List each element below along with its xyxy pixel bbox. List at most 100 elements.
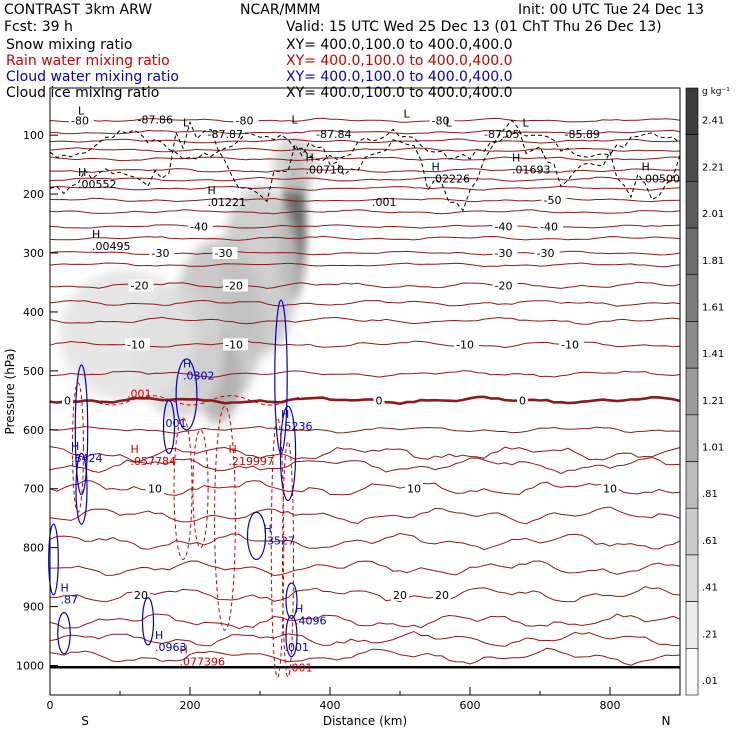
model-title: CONTRAST 3km ARW — [4, 2, 153, 18]
isotherm-line-14 — [49, 446, 681, 462]
field-label-cloud-water: Cloud water mixing ratio — [6, 69, 179, 85]
colorbar-seg-0 — [685, 87, 699, 135]
ice-min-value-4: -85.89 — [565, 128, 600, 141]
x-axis-label: Distance (km) — [323, 714, 407, 728]
isotherm-line-19 — [49, 613, 681, 630]
rain-contour-4 — [282, 441, 294, 678]
isotherm-label-bg-5-0 — [541, 193, 567, 206]
rain-max-value-3: .001 — [288, 661, 313, 674]
init-time: Init: 00 UTC Tue 24 Dec 13 — [518, 2, 704, 18]
isotherm-label-bg-3-1 — [212, 247, 238, 260]
forecast-hour: Fcst: 39 h — [4, 19, 73, 35]
isotherm-main-0 — [49, 395, 681, 406]
snow-max-value-6: .00500 — [642, 172, 681, 185]
colorbar-label-9: .61 — [702, 536, 718, 547]
snow-max-marker-6: H — [642, 160, 650, 173]
rain-freezing-dashed — [91, 395, 303, 406]
isotherm-label-bg-8-2 — [433, 588, 451, 601]
isotherm-label-bg-2-2 — [492, 279, 518, 292]
isotherm-label-1-2: -10 — [456, 338, 474, 351]
isotherm-label-bg-4-0 — [188, 220, 213, 233]
isotherm-label-bg-0-1 — [373, 394, 385, 407]
cloud-max-marker-3: H — [281, 408, 289, 421]
field-xy-snow: XY= 400.0,100.0 to 400.0,400.0 — [286, 37, 513, 53]
isotherm-label-3-1: -30 — [215, 247, 233, 260]
colorbar-seg-7 — [685, 414, 699, 462]
rain-contour-1 — [214, 405, 236, 631]
cloud-max-value-6: .001 — [285, 641, 310, 654]
isotherm-label-7-2: 10 — [603, 483, 617, 496]
south-label: S — [81, 714, 89, 728]
isotherm-contours: 0 0 0 -10 -10 -10 -10 -20 -20 -20 -30 -30 -30 -30 -40 -… — [49, 114, 681, 669]
ice-dashed-contours — [49, 119, 681, 212]
snow-max-value-3: .00710 — [306, 163, 345, 176]
cloud-max-value-5: .4096 — [295, 614, 327, 627]
snow-max-marker-1: H — [92, 228, 100, 241]
isotherm-line-21 — [49, 647, 681, 666]
isotherm-label-bg-6-1 — [233, 114, 259, 127]
field-label-snow: Snow mixing ratio — [6, 37, 133, 53]
isotherm-line-15 — [49, 456, 681, 475]
cloud-max-marker-8: H — [61, 582, 69, 595]
snow-shade-6 — [59, 269, 195, 402]
colorbar-label-7: 1.01 — [702, 443, 724, 454]
cloud-water-contour-0 — [74, 364, 89, 496]
isotherm-line-5 — [49, 176, 681, 182]
colorbar-seg-10 — [685, 554, 699, 602]
colorbar-label-5: 1.41 — [702, 349, 724, 360]
isotherm-label-4-2: -40 — [540, 220, 558, 233]
cloud-water-contour-8 — [285, 614, 298, 658]
isotherm-label-bg-3-2 — [492, 247, 518, 260]
y-tick-label-1: 200 — [23, 188, 44, 201]
y-tick-label-6: 700 — [23, 483, 44, 496]
cloud-max-marker-5: H — [295, 602, 303, 615]
ice-min-value-1: -87.87 — [208, 128, 243, 141]
isotherm-main-5 — [49, 197, 681, 203]
snow-max-value-4: .02226 — [432, 172, 471, 185]
snow-max-marker-3: H — [306, 151, 314, 164]
isotherm-label-bg-6-0 — [69, 114, 94, 127]
isotherm-label-bg-1-2 — [454, 338, 479, 351]
cloud-water-contour-3 — [162, 399, 176, 454]
colorbar-seg-11 — [685, 601, 699, 649]
isotherm-main-8 — [49, 586, 681, 603]
rain-max-marker-1: H — [229, 443, 237, 456]
y-tick-label-9: 1000 — [16, 660, 44, 673]
isotherm-label-bg-7-0 — [146, 482, 164, 495]
cloud-water-contour-9 — [141, 597, 155, 646]
valid-time: Valid: 15 UTC Wed 25 Dec 13 (01 ChT Thu … — [286, 19, 662, 35]
field-xy-rain: XY= 400.0,100.0 to 400.0,400.0 — [286, 53, 513, 69]
isotherm-label-1-0: -10 — [127, 338, 145, 351]
isotherm-label-0-2: 0 — [519, 394, 526, 407]
cloud-water-contour-2 — [175, 358, 198, 431]
isotherm-label-0-1: 0 — [376, 394, 383, 407]
isotherm-main-4 — [49, 224, 681, 229]
isotherm-label-4-1: -40 — [495, 220, 513, 233]
cloud-max-marker-1: H — [183, 358, 191, 371]
isotherm-label-8-0: 20 — [134, 589, 148, 602]
rain-max-value-1: .219997 — [229, 455, 275, 468]
isotherm-line-4 — [49, 168, 681, 173]
isotherm-line-8 — [49, 235, 681, 241]
y-tick-label-0: 100 — [23, 129, 44, 142]
colorbar-label-8: .81 — [702, 489, 718, 500]
y-tick-label-8: 900 — [23, 601, 44, 614]
colorbar: 2.41 2.21 2.01 1.81 1.61 1.41 1.21 1.01 .81 .61 .4… — [685, 87, 730, 696]
colorbar-label-4: 1.61 — [702, 302, 724, 313]
rain-contour-5 — [72, 382, 84, 513]
isotherm-line-11 — [49, 316, 681, 325]
isotherm-label-7-1: 10 — [407, 483, 421, 496]
cloud-max-value-8: .87 — [61, 594, 79, 607]
isotherm-label-1-1: -10 — [225, 338, 243, 351]
colorbar-seg-12 — [685, 648, 699, 696]
isotherm-label-bg-2-0 — [128, 279, 154, 292]
cloud-max-value-7: .0963 — [155, 641, 187, 654]
isotherm-label-5-0: -50 — [544, 194, 562, 207]
cloud-max-marker-4: H — [264, 523, 272, 536]
cloud-water-contour-5 — [279, 405, 297, 502]
snow-max-marker-2: H — [208, 184, 216, 197]
x-tick-label-1: 200 — [180, 699, 201, 712]
isotherm-label-bg-7-2 — [601, 482, 619, 495]
x-tick-label-4: 800 — [600, 699, 621, 712]
